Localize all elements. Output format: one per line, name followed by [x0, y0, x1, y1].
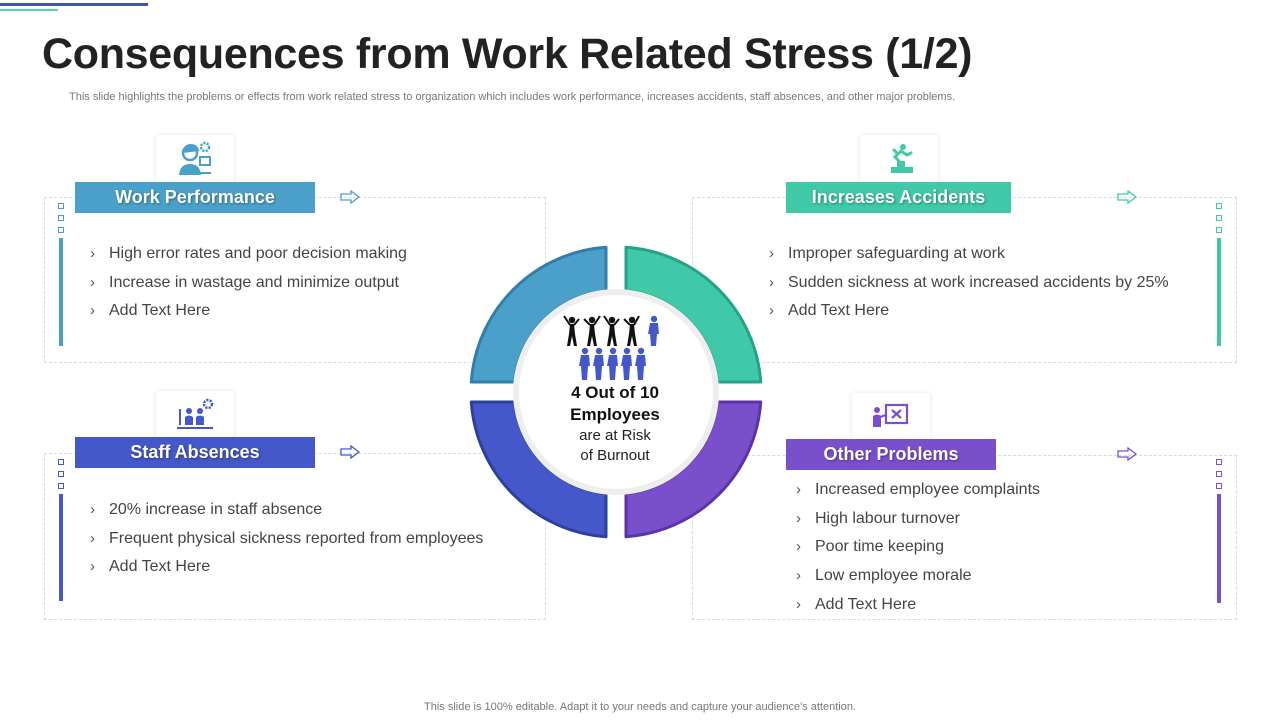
arrow-right-icon: [340, 190, 360, 204]
accent-bar: [1217, 238, 1221, 346]
chevron-right-icon: ›: [769, 245, 774, 262]
decor-square: [58, 203, 64, 209]
footer-note: This slide is 100% editable. Adapt it to…: [424, 701, 856, 713]
decor-square: [58, 215, 64, 221]
page-title: Consequences from Work Related Stress (1…: [42, 30, 973, 78]
chevron-right-icon: ›: [796, 481, 801, 498]
decor-square: [58, 471, 64, 477]
arrow-right-icon: [340, 445, 360, 459]
list-item: › Add Text Here: [90, 553, 483, 582]
center-stat-line2: Employees: [570, 405, 660, 424]
other-problems-label: Other Problems: [786, 439, 996, 470]
chevron-right-icon: ›: [90, 529, 95, 547]
center-stat-line1: 4 Out of 10: [571, 383, 659, 402]
work-performance-list: › High error rates and poor decision maki…: [90, 240, 407, 326]
arrow-right-icon: [1117, 190, 1137, 204]
chevron-right-icon: ›: [796, 509, 801, 527]
increases-accidents-label: Increases Accidents: [786, 182, 1011, 213]
list-item: › Sudden sickness at work increased accid…: [769, 269, 1169, 298]
other-problems-list: › Increased employee complaints › High lab…: [796, 476, 1040, 619]
top-accent-line-short: [0, 9, 58, 11]
decor-square: [1216, 203, 1222, 209]
staff-absences-list: › 20% increase in staff absence › Frequent…: [90, 496, 483, 582]
center-circle: [513, 289, 719, 495]
list-item: › High error rates and poor decision maki…: [90, 240, 407, 269]
list-item: › Add Text Here: [796, 591, 1040, 620]
decor-square: [1216, 215, 1222, 221]
list-item: › High labour turnover: [796, 505, 1040, 534]
accent-bar: [1217, 494, 1221, 603]
accent-bar: [59, 238, 63, 346]
chevron-right-icon: ›: [90, 501, 95, 518]
chevron-right-icon: ›: [769, 273, 774, 291]
list-item: › Increased employee complaints: [796, 476, 1040, 505]
decor-square: [1216, 227, 1222, 233]
decor-square: [1216, 483, 1222, 489]
team-gear-icon: [177, 398, 214, 429]
presentation-board-icon: [873, 403, 909, 427]
chevron-right-icon: ›: [796, 595, 801, 613]
list-item: › Add Text Here: [90, 297, 407, 326]
center-stat-line4: of Burnout: [580, 447, 650, 464]
page-subtitle: This slide highlights the problems or ef…: [69, 91, 956, 103]
arrow-right-icon: [1117, 447, 1137, 461]
increases-accidents-list: › Improper safeguarding at work › Sudden s…: [769, 240, 1169, 326]
decor-square: [58, 459, 64, 465]
top-accent-line: [0, 3, 148, 6]
center-ring-diagram: [469, 245, 763, 539]
worker-gear-icon: [179, 141, 211, 175]
list-item: › Low employee morale: [796, 562, 1040, 591]
staff-absences-label: Staff Absences: [75, 437, 315, 468]
list-item: › 20% increase in staff absence: [90, 496, 483, 525]
increases-accidents-icon-box: [860, 135, 938, 183]
staff-absences-card: [44, 453, 546, 620]
work-performance-label: Work Performance: [75, 182, 315, 213]
chevron-right-icon: ›: [796, 567, 801, 585]
work-performance-icon-box: [156, 135, 234, 183]
accent-bar: [59, 494, 63, 601]
staff-absences-icon-box: [156, 391, 234, 439]
chevron-right-icon: ›: [796, 538, 801, 556]
work-performance-card: [44, 197, 546, 363]
center-stat-line3: are at Risk: [579, 427, 651, 444]
chevron-right-icon: ›: [90, 558, 95, 576]
person-falling-stairs-icon: [885, 144, 913, 173]
increases-accidents-card: [692, 197, 1237, 363]
list-item: › Increase in wastage and minimize output: [90, 269, 407, 298]
list-item: › Frequent physical sickness reported fro…: [90, 525, 483, 554]
other-problems-card: [692, 455, 1237, 620]
list-item: › Add Text Here: [769, 297, 1169, 326]
chevron-right-icon: ›: [769, 302, 774, 320]
center-text-block: 4 Out of 10 Employees are at Risk of Bur…: [540, 382, 690, 466]
chevron-right-icon: ›: [90, 273, 95, 291]
other-problems-icon-box: [852, 393, 930, 441]
people-group-icon: [563, 315, 659, 380]
decor-square: [58, 483, 64, 489]
chevron-right-icon: ›: [90, 302, 95, 320]
decor-square: [58, 227, 64, 233]
decor-square: [1216, 471, 1222, 477]
list-item: › Improper safeguarding at work: [769, 240, 1169, 269]
chevron-right-icon: ›: [90, 245, 95, 262]
list-item: › Poor time keeping: [796, 533, 1040, 562]
decor-square: [1216, 459, 1222, 465]
